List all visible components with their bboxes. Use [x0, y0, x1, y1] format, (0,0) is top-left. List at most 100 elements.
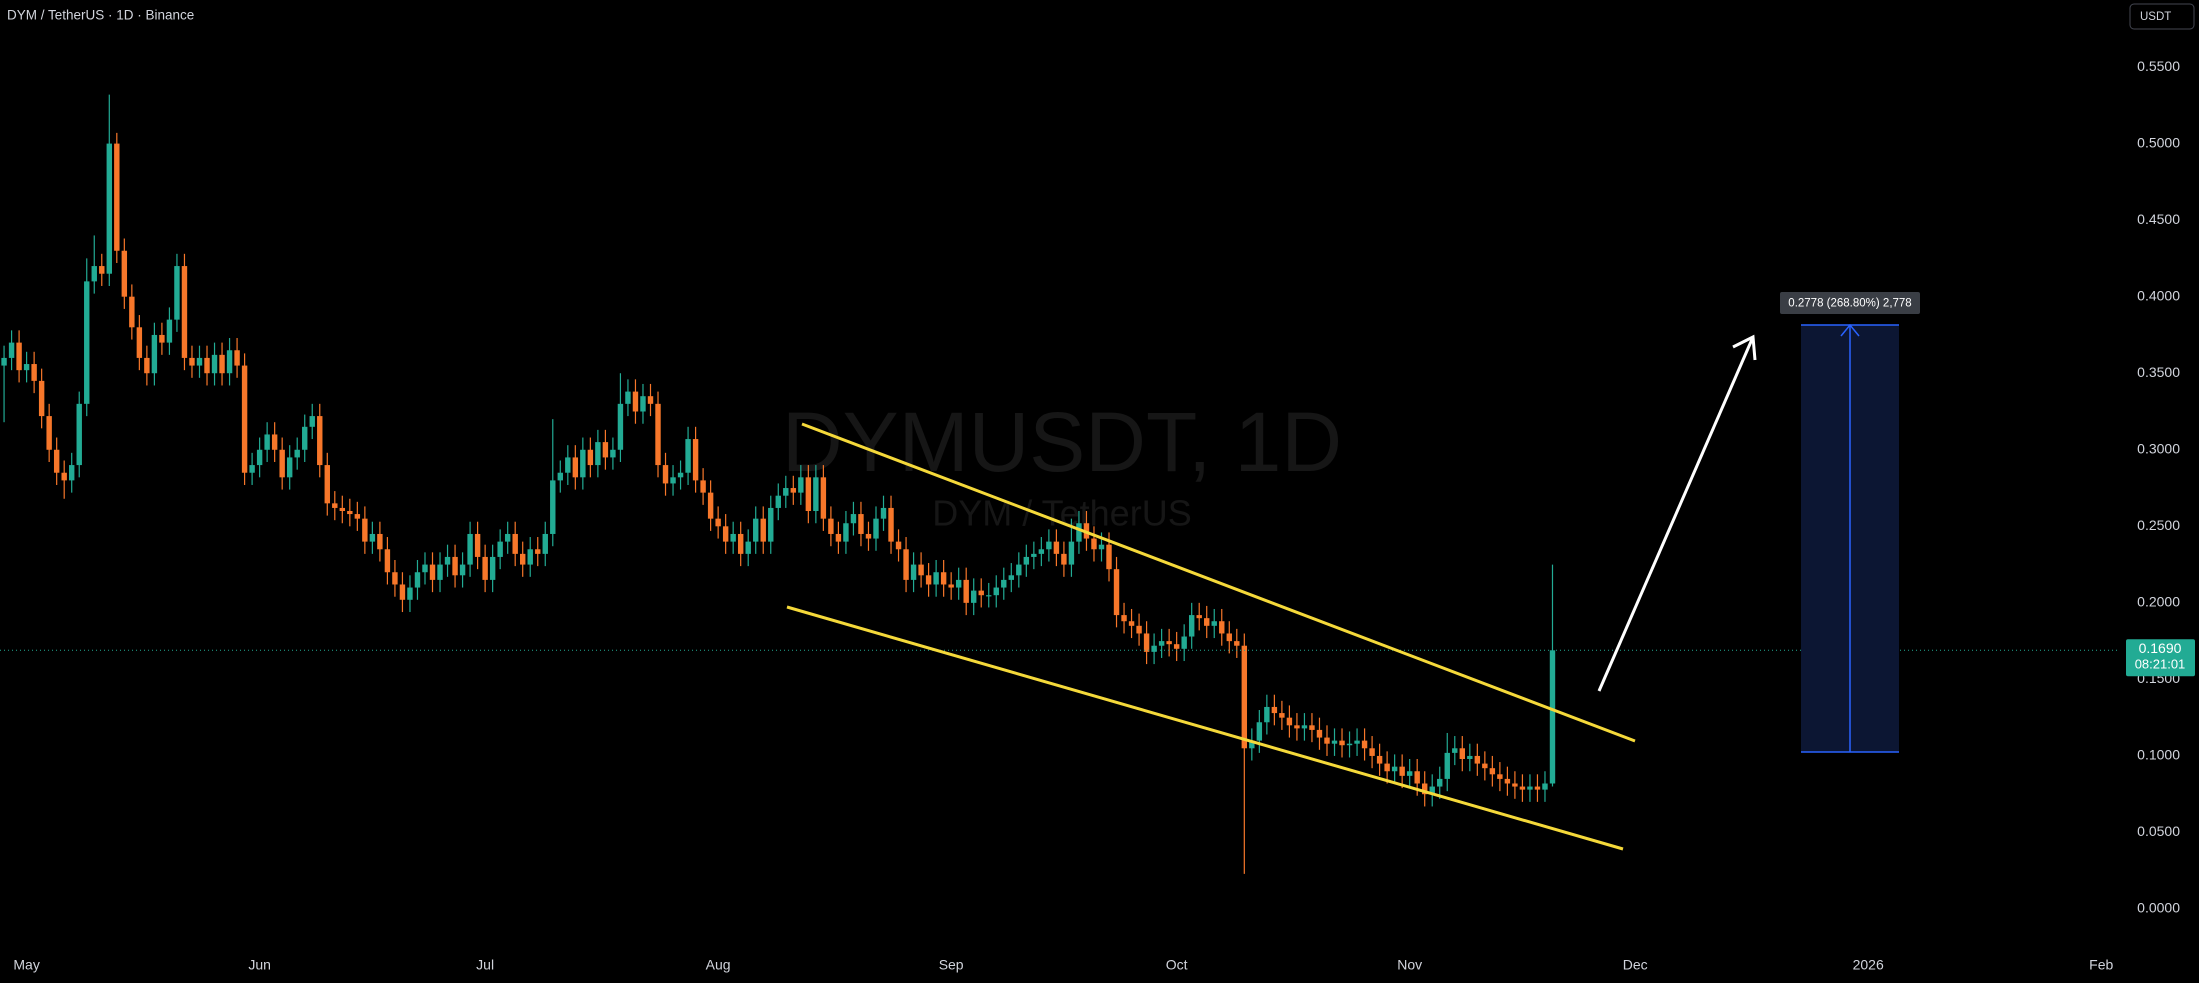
candle-body — [557, 472, 563, 481]
candle-body — [271, 434, 278, 450]
candle-body — [362, 518, 368, 542]
candle-body — [1489, 768, 1496, 775]
candle-body — [572, 457, 579, 478]
candle-body — [489, 556, 496, 580]
candle-body — [1143, 633, 1150, 652]
candle-body — [129, 296, 135, 328]
candle-body — [286, 457, 293, 478]
candle-body — [820, 477, 827, 519]
candle-body — [986, 595, 992, 597]
candle-body — [294, 449, 300, 458]
candle-body — [918, 564, 924, 576]
candle-body — [925, 575, 932, 585]
candle-body — [8, 342, 15, 358]
currency-box[interactable] — [2129, 3, 2195, 30]
drawings: 0.2778 (268.80%) 2,778 — [786, 292, 1920, 851]
candle-body — [482, 556, 488, 580]
candle-body — [302, 426, 308, 450]
candle-body — [166, 319, 173, 343]
candle-body — [347, 511, 353, 515]
candle-body — [1301, 725, 1308, 729]
candle-body — [53, 449, 60, 473]
candle-body — [1549, 650, 1556, 784]
candle-body — [1414, 771, 1420, 784]
candle-body — [1294, 725, 1300, 729]
candle-body — [211, 354, 218, 374]
y-tick-label: 0.3500 — [2137, 364, 2180, 380]
candle-body — [805, 477, 812, 512]
candle-body — [512, 533, 518, 554]
candle-body — [31, 364, 37, 381]
candle-body — [670, 477, 676, 484]
candle-body — [1391, 766, 1398, 772]
candle-body — [159, 334, 165, 343]
candle-body — [474, 533, 481, 557]
candle-body — [640, 396, 646, 412]
candle-body — [1256, 722, 1263, 741]
candle-body — [1016, 564, 1022, 576]
candle-body — [174, 266, 180, 320]
candle-body — [497, 541, 503, 557]
candle-body — [520, 553, 526, 565]
candle-body — [1053, 541, 1060, 554]
candle-body — [1196, 615, 1202, 619]
x-tick-label: Dec — [1623, 957, 1648, 973]
candle-body — [136, 327, 143, 358]
candle-body — [948, 584, 954, 588]
candle-body — [84, 281, 90, 404]
measure-label: 0.2778 (268.80%) 2,778 — [1788, 298, 1911, 310]
watermark-description: DYM / TetherUS — [932, 493, 1191, 534]
candle-body — [662, 465, 669, 484]
candle-body — [1166, 641, 1172, 645]
candle-body — [955, 579, 962, 588]
candle-body — [114, 143, 120, 251]
candle-body — [1324, 737, 1330, 744]
candle-body — [760, 518, 766, 542]
candle-body — [745, 541, 751, 554]
candle-body — [38, 380, 45, 417]
candle-body — [1346, 743, 1353, 746]
x-tick-label: Sep — [939, 957, 964, 973]
lower-trendline[interactable] — [786, 605, 1624, 851]
candle-body — [775, 495, 781, 508]
candle-body — [219, 354, 225, 374]
candle-body — [1316, 729, 1323, 738]
candle-body — [1031, 553, 1037, 557]
candle-body — [707, 492, 714, 519]
candle-body — [121, 250, 128, 297]
candle-body — [317, 416, 323, 466]
candle-body — [437, 564, 443, 580]
candle-body — [580, 449, 586, 478]
candle-body — [1151, 645, 1157, 652]
candle-body — [903, 549, 909, 580]
candle-body — [790, 488, 797, 493]
projection-arrow[interactable] — [1597, 336, 1755, 692]
upper-trendline[interactable] — [801, 422, 1636, 743]
candle-body — [1128, 621, 1135, 626]
candle-body — [467, 533, 473, 565]
x-tick-label: Oct — [1166, 957, 1188, 973]
candle-body — [1534, 786, 1541, 790]
candle-body — [234, 350, 240, 366]
candle-body — [414, 572, 421, 588]
candle-body — [828, 518, 834, 534]
candle-body — [1001, 579, 1007, 588]
candle-body — [632, 391, 639, 412]
candle-body — [407, 587, 413, 600]
candle-body — [144, 357, 150, 374]
candle-body — [722, 526, 729, 542]
candle-body — [256, 449, 263, 466]
candle-body — [1512, 783, 1518, 787]
candle-body — [1158, 641, 1165, 646]
candle-body — [1219, 621, 1225, 634]
candle-body — [602, 442, 609, 458]
candle-body — [625, 391, 631, 404]
candle-body — [888, 507, 894, 542]
candle-body — [542, 533, 548, 554]
candle-body — [384, 549, 391, 573]
candle-body — [1249, 740, 1255, 749]
candle-body — [655, 403, 661, 466]
x-tick-label: 2026 — [1853, 957, 1884, 973]
x-tick-label: Aug — [706, 957, 731, 973]
measure-label-box — [1780, 292, 1920, 314]
